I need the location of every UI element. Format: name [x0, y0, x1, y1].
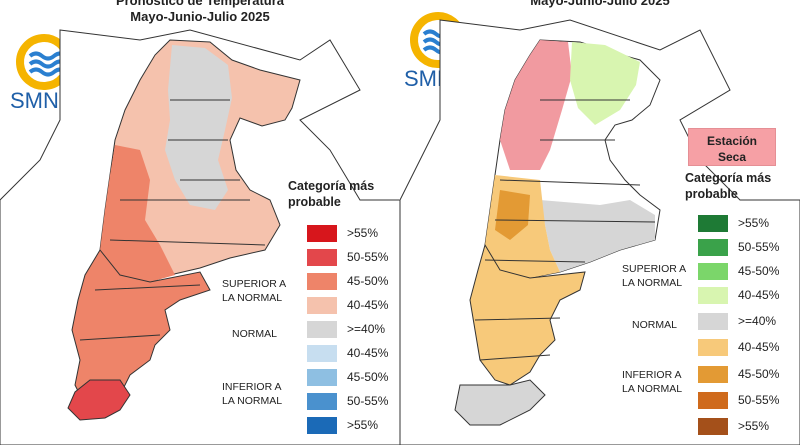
legend-swatch: [307, 345, 337, 362]
legend-label: 50-55%: [347, 394, 389, 408]
precipitation-period: Mayo-Junio-Julio 2025: [530, 0, 670, 8]
legend-label: 50-55%: [347, 250, 389, 264]
temperature-title: Pronóstico de Temperatura: [115, 0, 285, 8]
dry-season-label-line2: Seca: [717, 150, 747, 164]
category-above-normal: SUPERIOR A: [222, 278, 287, 290]
legend-label: >55%: [347, 418, 379, 432]
patagonia-region-45-50: [71, 249, 211, 411]
cuyo-below-normal-45-50: [495, 190, 530, 240]
legend-swatch: [698, 418, 728, 435]
legend-label: 50-55%: [738, 393, 780, 407]
legend-swatch: [698, 313, 728, 330]
southern-tip-50-55: [67, 379, 131, 421]
category-below-normal: INFERIOR A: [222, 381, 282, 393]
legend-label: >=40%: [738, 314, 777, 328]
legend-label: >55%: [738, 216, 770, 230]
legend-label: 45-50%: [347, 274, 389, 288]
legend-label: >=40%: [347, 322, 386, 336]
legend-swatch: [698, 287, 728, 304]
legend-swatch: [307, 393, 337, 410]
legend-title-second-line: probable: [288, 195, 341, 209]
legend-label: >55%: [738, 419, 770, 433]
legend-swatch: [307, 417, 337, 434]
category-above-normal-line2: LA NORMAL: [622, 277, 683, 289]
legend-swatch: [307, 321, 337, 338]
legend-swatch: [698, 239, 728, 256]
legend-swatch: [698, 215, 728, 232]
legend-label: 45-50%: [738, 264, 780, 278]
legend-swatch: [307, 249, 337, 266]
category-above-normal-line2: LA NORMAL: [222, 292, 283, 304]
legend-label: 45-50%: [738, 367, 780, 381]
legend-swatch: [698, 366, 728, 383]
argentina-precipitation-map: [400, 19, 800, 445]
legend-swatch: [698, 263, 728, 280]
legend-swatch: [307, 369, 337, 386]
legend-title-second-line: probable: [685, 187, 738, 201]
legend-label: 50-55%: [738, 240, 780, 254]
legend-swatch: [698, 339, 728, 356]
category-normal: NORMAL: [632, 319, 677, 331]
southern-normal-zone: [454, 379, 546, 426]
legend-label: 40-45%: [738, 340, 780, 354]
temperature-period: Mayo-Junio-Julio 2025: [130, 9, 270, 24]
legend-swatch: [698, 392, 728, 409]
province-borders: [474, 99, 656, 361]
smn-logo-text: SMN: [10, 88, 59, 113]
dry-season-label: Estación: [706, 134, 757, 148]
legend-swatch: [307, 273, 337, 290]
patagonia-below-normal-40-45: [469, 243, 586, 386]
legend-swatch: [307, 297, 337, 314]
legend-label: 45-50%: [347, 370, 389, 384]
dry-season-box: Estación Seca: [688, 128, 776, 166]
normal-zone-north: [165, 45, 232, 210]
legend-label: 40-45%: [347, 298, 389, 312]
legend-label: 40-45%: [347, 346, 389, 360]
legend-title: Categoría más: [685, 171, 772, 185]
category-above-normal: SUPERIOR A: [622, 263, 687, 275]
argentina-temperature-map: [0, 29, 400, 445]
normal-zone-centre: [540, 200, 655, 272]
andes-region-45-50: [100, 145, 175, 282]
legend-swatch: [307, 225, 337, 242]
category-below-normal-line2: LA NORMAL: [622, 383, 683, 395]
legend-label: 40-45%: [738, 288, 780, 302]
province-borders: [79, 99, 266, 341]
dry-season-zone: [500, 40, 572, 170]
category-below-normal-line2: LA NORMAL: [222, 395, 283, 407]
category-below-normal: INFERIOR A: [622, 369, 682, 381]
temperature-forecast-panel: Pronóstico de Temperatura Mayo-Junio-Jul…: [0, 0, 400, 445]
northeast-above-normal-40-45: [570, 42, 640, 125]
precipitation-forecast-panel: Mayo-Junio-Julio 2025 SMN Estación Seca: [400, 0, 800, 445]
legend-title: Categoría más: [288, 179, 375, 193]
legend-label: >55%: [347, 226, 379, 240]
category-normal: NORMAL: [232, 328, 277, 340]
